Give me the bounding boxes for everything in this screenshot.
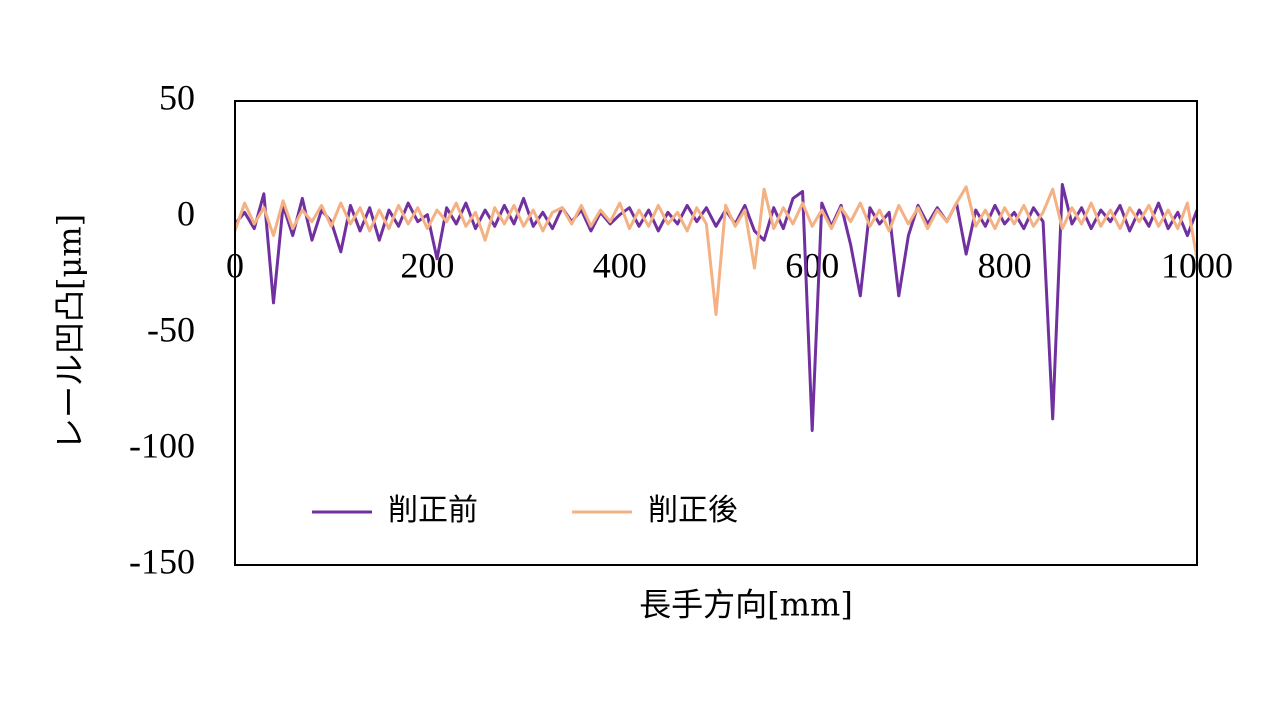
data-line: [233, 183, 1199, 432]
y-tick-label: 50: [159, 77, 195, 117]
plot-frame: [234, 100, 1198, 566]
y-tick-label: -100: [129, 425, 195, 465]
x-axis-title: 長手方向[mm]: [639, 586, 853, 624]
y-axis-title: レール凹凸[μm]: [51, 214, 89, 450]
y-tick-label: 0: [177, 193, 195, 233]
legend-label: 削正後: [648, 493, 738, 528]
y-tick-label: -150: [129, 541, 195, 581]
x-tick-label: 800: [978, 245, 1032, 285]
y-tick-label: -50: [147, 309, 195, 349]
legend-label: 削正前: [388, 493, 478, 528]
x-tick-label: 400: [593, 245, 647, 285]
x-tick-label: 200: [400, 245, 454, 285]
x-tick-label: 600: [785, 245, 839, 285]
data-line: [233, 185, 1199, 316]
